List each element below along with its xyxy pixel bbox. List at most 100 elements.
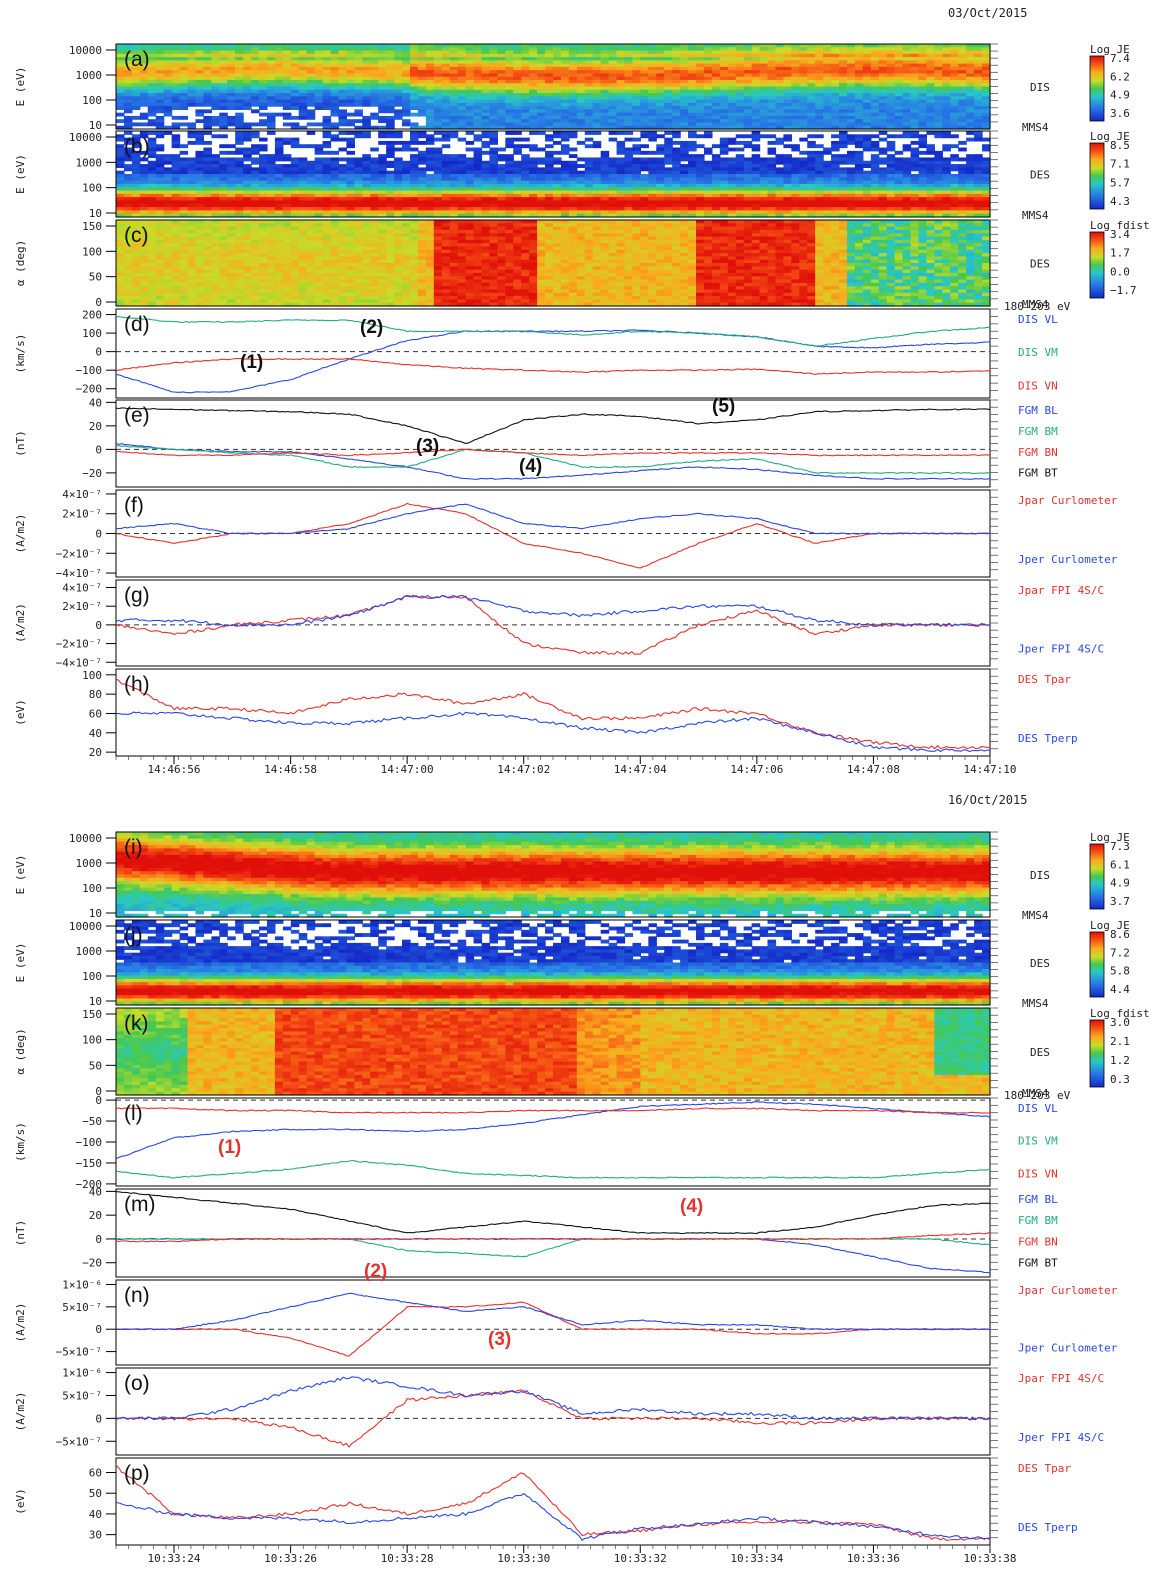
spectrogram-cell [386,53,395,58]
spectrogram-cell [251,93,260,97]
spectrogram-cell [513,50,522,55]
spectrogram-cell [743,93,753,97]
spectrogram-cell [314,150,324,155]
spectrogram-cell [163,53,173,58]
spectrogram-cell [743,79,753,84]
spectrogram-cell [338,53,348,58]
spectrogram-cell [775,70,785,75]
spectrogram-cell [425,106,435,110]
spectrogram-cell [576,119,586,124]
spectrogram-cell [409,66,419,71]
spectrogram-cell [394,66,403,71]
spectrogram-cell [616,131,626,135]
spectrogram-cell [306,96,316,101]
spectrogram-cell [529,119,538,124]
spectrogram-cell [282,63,292,68]
spectrogram-cell [703,73,713,78]
spectrogram-cell [513,119,522,124]
spectrogram-cell [521,119,530,124]
spectrogram-cell [735,73,745,78]
spectrogram-cell [457,76,467,81]
spectrogram-cell [362,134,371,139]
spectrogram-cell [568,47,578,52]
spectrogram-cell [696,144,705,149]
spectrogram-cell [298,93,308,97]
spectrogram-cell [219,115,228,120]
spectrogram-cell [664,86,673,91]
spectrogram-cell [688,44,697,48]
spectrogram-cell [322,83,332,88]
spectrogram-cell [751,44,761,48]
spectrogram-cell [227,115,236,120]
spectrogram-cell [568,86,578,91]
spectrogram-cell [664,53,673,58]
spectrogram-cell [219,73,228,78]
spectrogram-cell [179,96,189,101]
spectrogram-cell [632,76,641,81]
spectrogram-cell [664,63,673,68]
spectrogram-cell [409,140,419,145]
spectrogram-cell [560,63,570,68]
spectrogram-cell [640,50,649,55]
spectrogram-cell [529,60,538,65]
spectrogram-cell [219,106,228,110]
spectrogram-cell [179,99,189,104]
spectrogram-cell [139,60,149,65]
spectrogram-cell [378,44,387,48]
spectrogram-cell [489,112,498,117]
spectrogram-cell [735,83,745,88]
spectrogram-cell [386,125,395,130]
spectrogram-cell [481,122,491,127]
spectrogram-cell [457,73,467,78]
spectrogram-cell [465,93,475,97]
spectrogram-cell [664,102,673,107]
spectrogram-cell [116,106,125,110]
spectrogram-cell [505,115,514,120]
spectrogram-cell [346,99,355,104]
spectrogram-cell [473,119,483,124]
spectrogram-cell [354,112,363,117]
spectrogram-cell [688,93,697,97]
spectrogram-cell [282,99,292,104]
spectrogram-cell [537,93,546,97]
spectrogram-cell [560,86,570,91]
spectrogram-cell [688,79,697,84]
spectrogram-cell [537,109,546,114]
spectrogram-cell [815,134,824,139]
spectrogram-cell [179,66,189,71]
spectrogram-cell [568,106,578,110]
spectrogram-cell [473,115,483,120]
spectrogram-cell [624,102,634,107]
spectrogram-cell [600,76,610,81]
spectrogram-cell [592,50,602,55]
colorbar-tick-label: 4.9 [1110,89,1130,102]
spectrogram-cell [338,76,348,81]
spectrogram-cell [759,47,769,52]
spectrogram-cell [251,79,260,84]
spectrogram-cell [314,66,324,71]
spectrogram-cell [688,102,697,107]
spectrogram-cell [616,89,626,94]
spectrogram-cell [322,125,332,130]
spectrogram-cell [751,137,761,142]
spectrogram-cell [703,89,713,94]
spectrogram-cell [910,140,920,145]
spectrogram-cell [743,115,753,120]
spectrogram-cell [211,83,220,88]
spectrogram-cell [282,57,292,61]
spectrogram-cell [394,140,403,145]
spectrogram-cell [751,53,761,58]
spectrogram-cell [553,160,562,165]
spectrogram-cell [608,93,618,97]
spectrogram-cell [560,99,570,104]
spectrogram-cell [243,63,252,68]
spectrogram-cell [513,89,522,94]
spectrogram-cell [187,79,197,84]
spectrogram-cell [648,76,657,81]
spectrogram-cell [409,73,419,78]
spectrogram-cell [727,125,737,130]
spectrogram-cell [330,57,340,61]
spectrogram-cell [751,73,761,78]
spectrogram-cell [743,70,753,75]
spectrogram-cell [703,86,713,91]
